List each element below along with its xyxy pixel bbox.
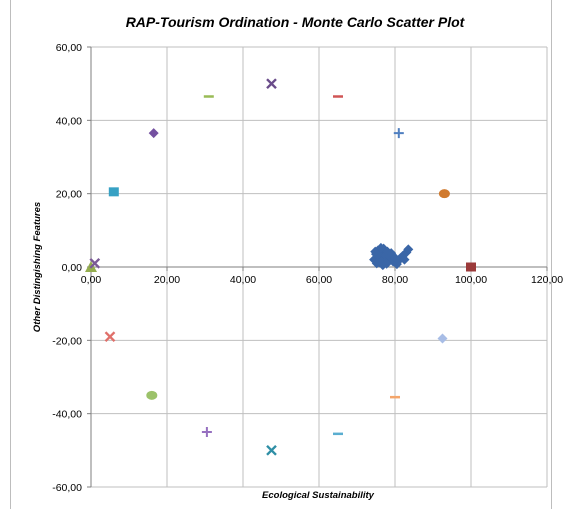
data-point: [266, 444, 277, 456]
data-point: [201, 427, 212, 437]
x-tick-label: 120,00: [531, 274, 563, 286]
y-tick-label: -40,00: [52, 409, 82, 421]
data-point: [438, 189, 450, 199]
data-point: [393, 128, 404, 139]
data-point: [381, 258, 392, 269]
data-point: [108, 187, 119, 197]
axes: [87, 46, 548, 488]
x-tick-label: 80,00: [382, 274, 408, 286]
data-point: [466, 262, 476, 272]
y-tick-label: -20,00: [52, 335, 82, 347]
y-axis-label: Other Distingishing Features: [32, 202, 43, 332]
x-tick-label: 60,00: [306, 274, 332, 286]
y-tick-label: 40,00: [56, 115, 82, 127]
x-tick-label: 20,00: [154, 274, 180, 286]
x-tick-label: 100,00: [455, 274, 487, 286]
page-border-left: [10, 0, 11, 509]
x-tick-label: 40,00: [230, 274, 256, 286]
y-tick-label: 60,00: [56, 42, 82, 54]
data-point: [89, 257, 101, 269]
data-point: [403, 244, 414, 255]
data-point: [375, 242, 386, 253]
x-axis-label: Ecological Sustainability: [262, 490, 375, 501]
data-point: [146, 390, 158, 400]
tick-labels: 0,00 20,00 40,00 60,00 80,00 100,00 120,00 -60,…: [52, 42, 563, 494]
y-tick-label: 0,00: [62, 262, 83, 274]
page-border-right: [551, 0, 552, 509]
y-tick-label: -60,00: [52, 482, 82, 494]
y-tick-label: 20,00: [56, 189, 82, 201]
data-point: [437, 333, 448, 344]
chart-title: RAP-Tourism Ordination - Monte Carlo Sca…: [126, 14, 466, 30]
x-tick-label: 0,00: [81, 274, 102, 286]
data-point: [266, 78, 277, 90]
data-point: [399, 254, 410, 265]
data-points: [85, 78, 476, 456]
data-point: [104, 331, 116, 343]
data-point: [148, 128, 159, 139]
data-point: [386, 248, 397, 259]
